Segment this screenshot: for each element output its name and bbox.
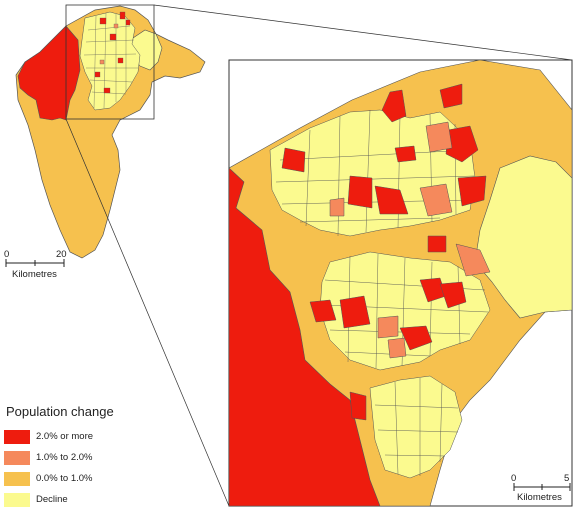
inset-light-red-suburbs [329, 121, 491, 359]
legend-label: Decline [36, 494, 68, 505]
overview-urban-area [79, 11, 141, 111]
inset-scale-bar: 0 5 Kilometres [511, 473, 571, 503]
inset-decline-east [474, 155, 572, 319]
overview-scale-bar: 0 20 Kilometres [4, 249, 67, 280]
overview-scale-end: 20 [56, 249, 67, 260]
legend-label: 1.0% to 2.0% [36, 452, 93, 463]
legend-title: Population change [6, 404, 114, 419]
legend-swatch [4, 471, 30, 486]
legend-label: 0.0% to 1.0% [36, 473, 93, 484]
legend-label: 2.0% or more [36, 431, 94, 442]
overview-light-red-suburbs [99, 23, 119, 65]
inset-red-suburbs [281, 83, 487, 421]
legend-item: 2.0% or more [4, 427, 184, 446]
legend-item: 0.0% to 1.0% [4, 469, 184, 488]
inset-urban-north [269, 109, 476, 237]
inset-scale-start: 0 [511, 473, 516, 484]
overview-red-suburbs [94, 11, 131, 94]
legend-swatch [4, 450, 30, 465]
overview-scale-unit: Kilometres [12, 269, 57, 280]
inset-scale-unit: Kilometres [517, 492, 562, 503]
overview-scale-start: 0 [4, 249, 9, 260]
inset-map [228, 59, 573, 507]
legend-swatch [4, 429, 30, 444]
overview-red-region [17, 25, 81, 121]
connector-lines [65, 4, 573, 507]
legend-item: Decline [4, 490, 184, 509]
overview-suburb-lines [83, 12, 138, 109]
legend-swatch [4, 492, 30, 507]
inset-red-west [229, 167, 381, 506]
inset-scale-end: 5 [564, 473, 569, 484]
inset-indicator-box [65, 4, 155, 120]
legend-item: 1.0% to 2.0% [4, 448, 184, 467]
legend: Population change 2.0% or more 1.0% to 2… [4, 404, 184, 511]
overview-map [15, 4, 206, 259]
